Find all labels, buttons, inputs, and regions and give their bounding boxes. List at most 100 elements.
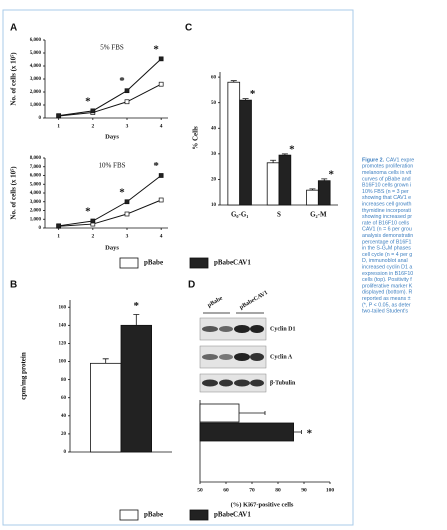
y-tick-label: 40 <box>61 414 67 419</box>
y-tick-label: 0 <box>39 116 42 121</box>
significance: * <box>153 43 159 55</box>
data-point <box>158 173 164 178</box>
caption-line: analysis demonstratin <box>362 233 413 239</box>
y-tick-label: 2,000 <box>30 90 42 95</box>
y-tick-label: 20 <box>61 432 67 437</box>
panel-label: A <box>10 23 17 34</box>
series-line <box>58 175 162 227</box>
x-tick-label: 80 <box>275 487 281 493</box>
bar <box>239 99 252 206</box>
x-tick-label: 70 <box>249 487 255 493</box>
bar <box>199 403 240 423</box>
caption-label: Figure 2. <box>362 157 385 163</box>
x-tick-label: G₀-G₁ <box>231 211 248 219</box>
caption-line: promotes proliferation <box>362 164 413 170</box>
y-tick-label: 5,000 <box>30 182 42 187</box>
y-tick-label: 60 <box>211 75 217 80</box>
data-point <box>124 211 130 217</box>
x-axis-label: (%) Ki67-positive cells <box>231 501 294 508</box>
y-tick-label: 100 <box>59 360 67 365</box>
y-tick-label: 5,000 <box>30 51 42 56</box>
significance: * <box>328 168 334 180</box>
x-tick-label: 4 <box>160 233 163 239</box>
error-bar <box>321 178 328 181</box>
x-tick-label: 4 <box>160 123 163 129</box>
significance: * <box>289 143 295 155</box>
y-tick-label: 160 <box>59 305 67 310</box>
panel-label: D <box>188 280 195 291</box>
bar <box>90 362 122 453</box>
caption-line: showing that CAV1 e <box>362 195 411 201</box>
caption-line: increases cell growth <box>362 202 412 208</box>
caption-line: percentage of B16F1 <box>362 239 412 245</box>
caption-line: D, immunoblot anal <box>362 258 408 264</box>
y-tick-label: 4,000 <box>30 64 42 69</box>
legend-label: pBabe <box>144 511 163 519</box>
y-tick-label: 3,000 <box>30 200 42 205</box>
y-tick-label: 120 <box>59 342 67 347</box>
y-tick-label: 7,000 <box>30 165 42 170</box>
chart-title: 5% FBS <box>100 44 124 52</box>
bar <box>227 81 241 206</box>
y-axis-label: No. of cells (x 10⁵) <box>10 166 18 220</box>
caption-line: proliferative marker K <box>362 283 413 289</box>
x-tick-label: 3 <box>126 233 129 239</box>
significance: * <box>250 88 256 100</box>
lane-label: pBabe <box>207 295 224 309</box>
panel-label: C <box>185 23 192 34</box>
error-bar <box>309 188 316 191</box>
significance: * <box>134 300 140 312</box>
band-label: Cyclin A <box>270 354 293 360</box>
chart-title: 10% FBS <box>98 162 125 170</box>
caption-line: CAV1 expre <box>386 157 414 163</box>
y-tick-label: 30 <box>211 152 217 157</box>
legend-label: pBabeCAV1 <box>214 259 251 267</box>
y-tick-label: 1,000 <box>30 217 42 222</box>
y-tick-label: 60 <box>61 396 67 401</box>
band-label: β-Tubulin <box>270 380 296 386</box>
caption-line: cells (top). Positivity f <box>362 277 412 283</box>
significance: * <box>119 186 125 198</box>
error-bar <box>293 430 302 434</box>
data-point <box>158 81 164 87</box>
caption-line: B16F10 cells grown i <box>362 183 411 189</box>
caption-line: 10% FBS (n = 3 per <box>362 189 409 195</box>
error-bar <box>230 80 237 83</box>
y-tick-label: 0 <box>39 226 42 231</box>
significance: * <box>85 95 91 107</box>
data-point <box>158 197 164 203</box>
x-tick-label: 1 <box>57 233 60 239</box>
data-point <box>90 108 96 114</box>
x-tick-label: 60 <box>223 487 229 493</box>
x-tick-label: 50 <box>197 487 203 493</box>
y-tick-label: 80 <box>61 378 67 383</box>
caption-line: in the S-G₂M phases <box>362 246 411 252</box>
y-tick-label: 4,000 <box>30 191 42 196</box>
significance: * <box>85 206 91 218</box>
legend-swatch <box>119 257 139 269</box>
y-tick-label: 40 <box>211 126 217 131</box>
bar <box>317 180 331 206</box>
caption-line: displayed (bottom). R <box>362 290 413 296</box>
y-axis-label: % Cells <box>192 126 200 150</box>
y-tick-label: 8,000 <box>30 156 42 161</box>
error-bar <box>270 159 277 163</box>
significance: * <box>119 75 125 87</box>
error-bar <box>102 358 109 364</box>
data-point <box>124 199 130 205</box>
y-axis-label: No. of cells (x 10⁵) <box>10 52 18 106</box>
x-tick-label: 3 <box>126 123 129 129</box>
caption-line: curves of pBabe and <box>362 176 411 182</box>
legend-swatch <box>189 509 209 521</box>
caption-line: thymidine incorporati <box>362 208 411 214</box>
bar <box>266 162 280 206</box>
legend-swatch <box>189 257 209 269</box>
caption-line: increased cyclin D1 a <box>362 265 412 271</box>
data-point <box>90 218 96 224</box>
x-tick-label: 2 <box>91 233 94 239</box>
caption-line: two-tailed Student's <box>362 309 408 315</box>
series-line <box>58 199 162 227</box>
x-tick-label: 100 <box>326 487 335 493</box>
y-axis-label: cpm/mg protein <box>20 352 28 400</box>
